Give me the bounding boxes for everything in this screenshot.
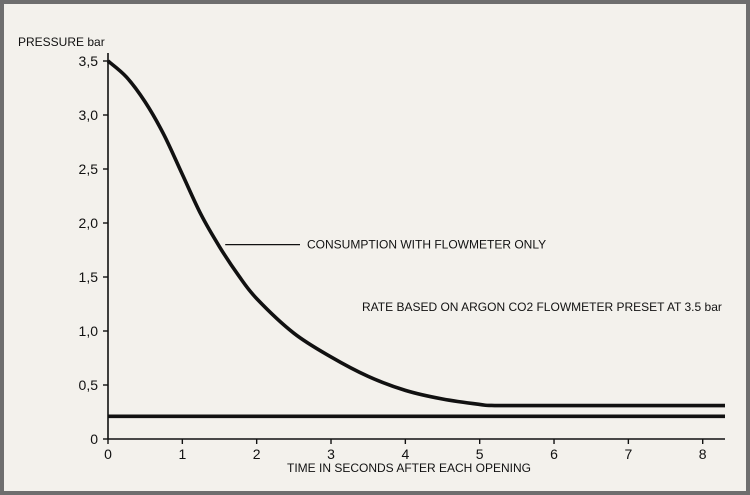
annotations-layer: CONSUMPTION WITH FLOWMETER ONLY RATE BASE… [225,238,722,314]
consumption-curve [106,59,725,408]
x-tick-label: 8 [699,446,707,462]
series-layer [106,59,725,419]
y-tick-label: 1,0 [79,323,99,339]
x-tick-label: 1 [178,446,186,462]
x-tick-label: 2 [253,446,261,462]
x-tick-label: 7 [624,446,632,462]
x-tick-label: 4 [401,446,409,462]
x-tick-label: 0 [104,446,112,462]
pressure-chart: 0 0,5 1,0 1,5 2,0 2,5 3,0 3,5 0 1 2 3 4 5 6 7 8 CONSUMP… [18,35,725,475]
annotation-rate-basis: RATE BASED ON ARGON CO2 FLOWMETER PRESET… [362,300,722,314]
chart-frame: 0 0,5 1,0 1,5 2,0 2,5 3,0 3,5 0 1 2 3 4 5 6 7 8 CONSUMP… [4,4,746,491]
y-tick-label: 1,5 [79,269,99,285]
x-ticks: 0 1 2 3 4 5 6 7 8 [104,439,707,462]
x-axis-title: TIME IN SECONDS AFTER EACH OPENING [287,461,531,475]
x-tick-label: 5 [476,446,484,462]
annotation-consumption: CONSUMPTION WITH FLOWMETER ONLY [307,238,546,252]
y-tick-label: 3,0 [79,107,99,123]
x-tick-label: 3 [327,446,335,462]
x-tick-label: 6 [550,446,558,462]
y-tick-label: 2,5 [79,161,99,177]
y-tick-label: 3,5 [79,53,99,69]
y-tick-label: 0 [90,431,98,447]
y-tick-label: 2,0 [79,215,99,231]
y-ticks: 0 0,5 1,0 1,5 2,0 2,5 3,0 3,5 [79,53,108,447]
y-tick-label: 0,5 [79,377,99,393]
y-axis-title: PRESSURE bar [18,35,105,49]
